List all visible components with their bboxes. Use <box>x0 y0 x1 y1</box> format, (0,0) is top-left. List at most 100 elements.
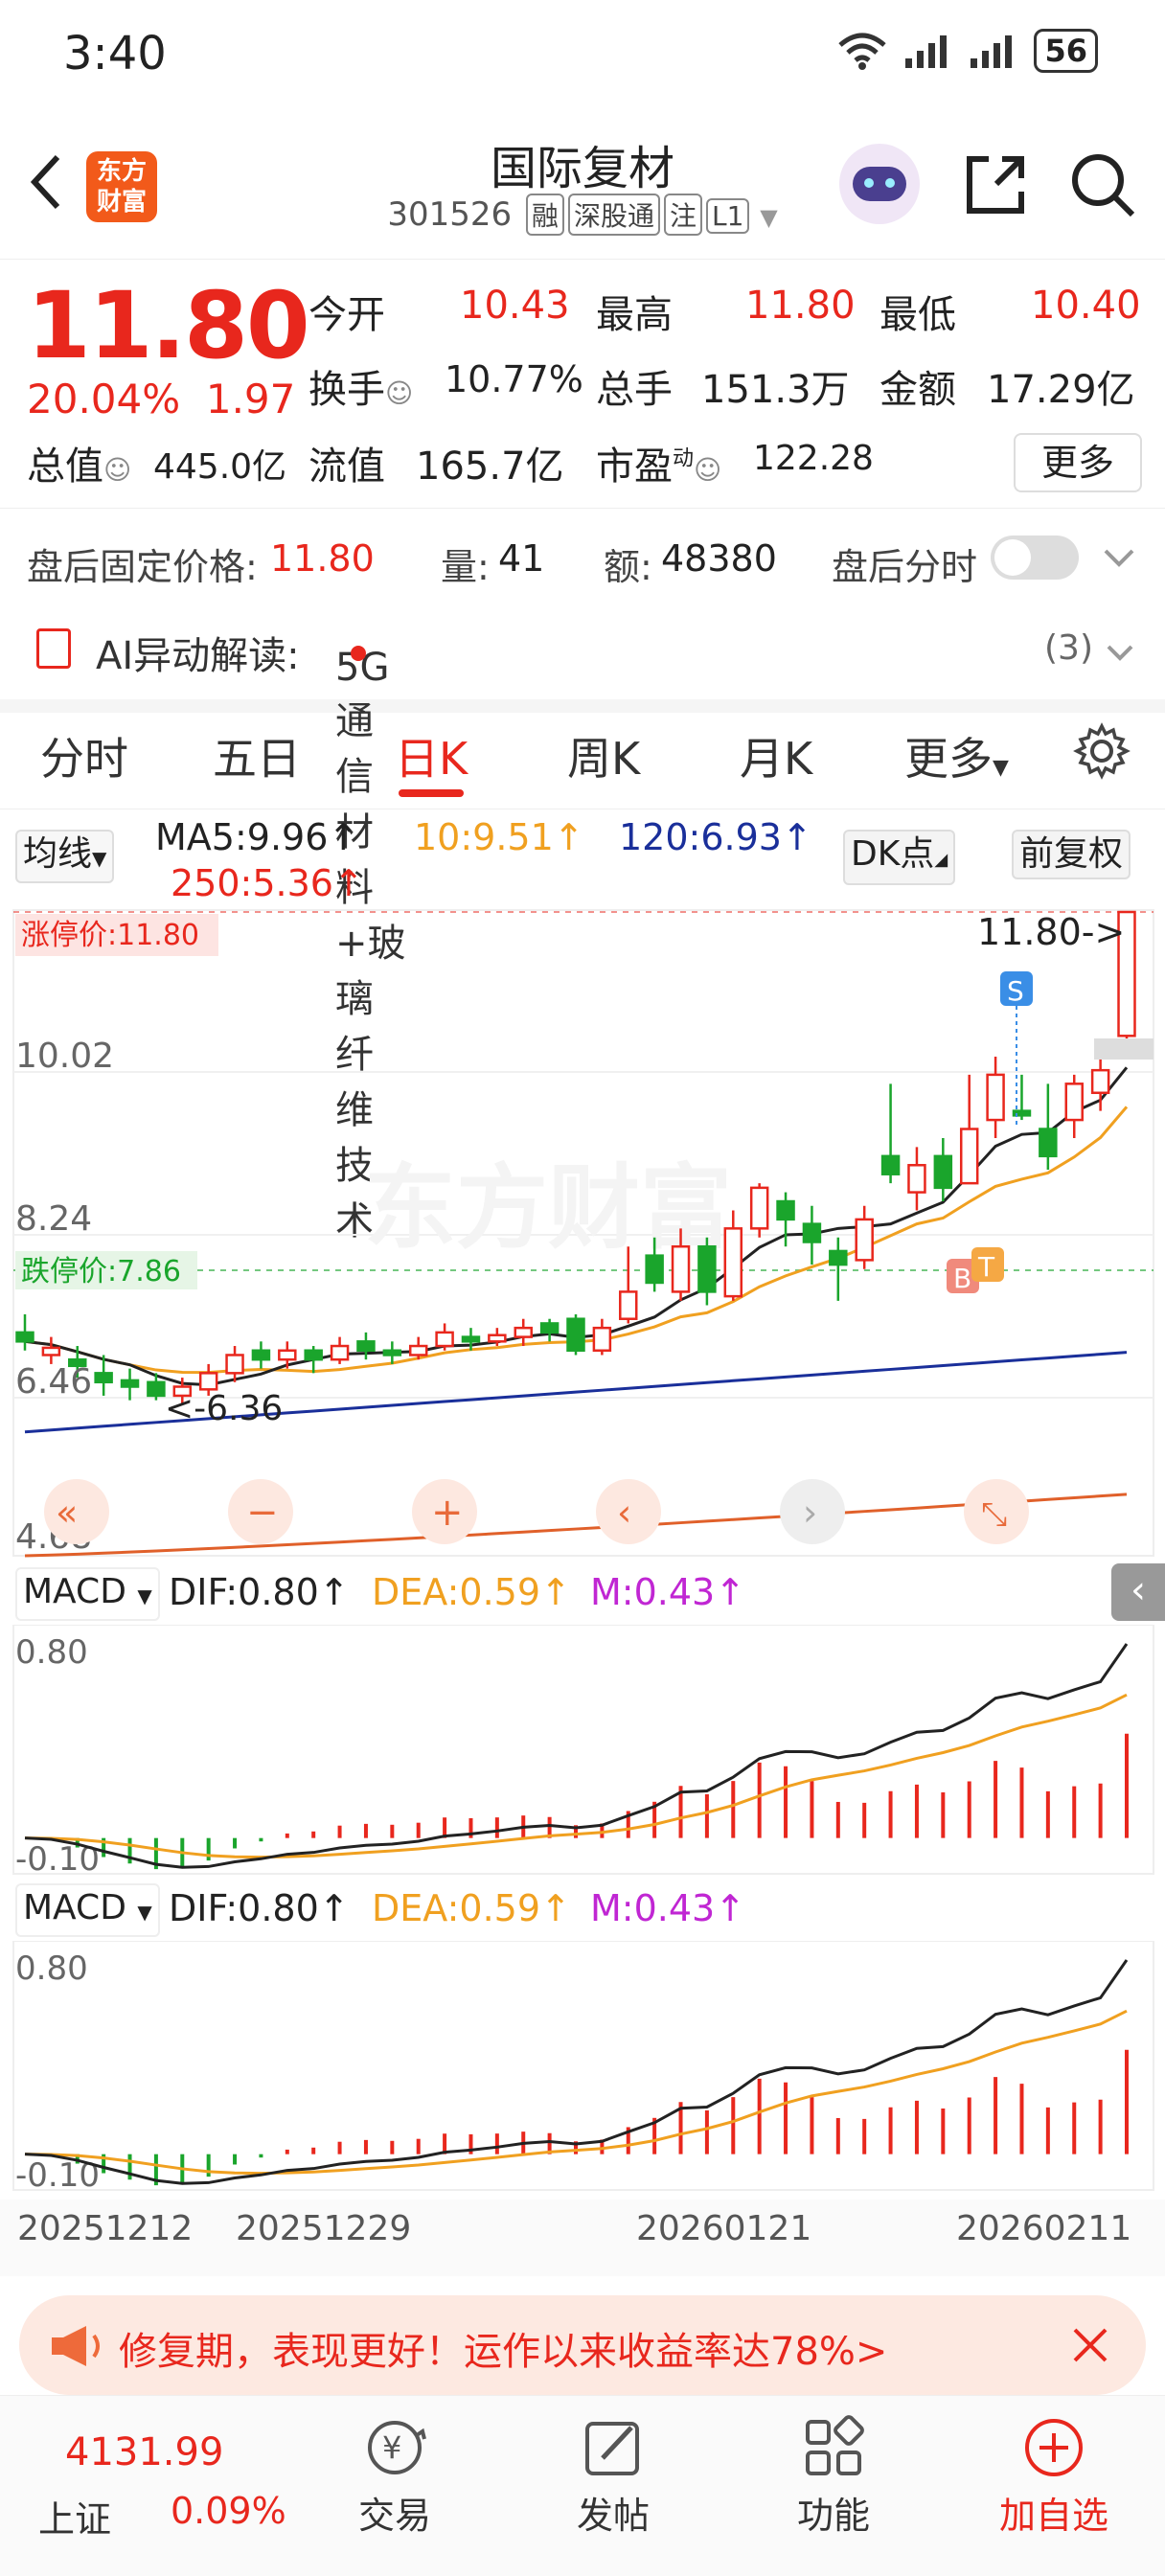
macd-header-2: MACD ▼ DIF:0.80↑ DEA:0.59↑ M:0.43↑ <box>0 1878 1165 1939</box>
dea-value: DEA:0.59↑ <box>372 1571 571 1613</box>
macd-chart-1[interactable]: 0.80 -0.10 <box>0 1625 1165 1876</box>
chevron-down-icon <box>1107 645 1133 661</box>
y-label-1: 10.02 <box>15 1037 114 1076</box>
open-value: 10.43 <box>460 284 570 328</box>
adjust-button[interactable]: 前复权 <box>1012 830 1131 879</box>
nav-trade[interactable]: ¥ 交易 <box>318 2396 471 2539</box>
fullscreen-button <box>964 1479 1029 1544</box>
index-ticker[interactable]: 4131.99 上证 0.09% <box>23 2396 291 2568</box>
dea-line <box>24 1693 1128 1859</box>
macd-y-top: 0.80 <box>15 1633 88 1672</box>
collapse-panel-button[interactable]: ‹ <box>1111 1563 1165 1621</box>
sell-marker-icon: S <box>1007 975 1024 1007</box>
dk-point-button[interactable]: DK点◢ <box>843 830 956 885</box>
candle <box>776 1199 795 1221</box>
candle <box>172 1385 193 1398</box>
tab-daily-k[interactable]: 日K <box>395 733 468 785</box>
info-icon[interactable]: ☺ <box>694 454 722 486</box>
index-change: 0.09% <box>171 2490 286 2532</box>
ma-legend-row: 均线▼ MA5:9.96↑ 10:9.51↑ 120:6.93↑ 250:5.3… <box>0 814 1165 910</box>
after-hours-toggle[interactable] <box>991 536 1079 580</box>
ma-selector[interactable]: 均线▼ <box>15 830 115 883</box>
after-price-label: 盘后固定价格: <box>27 546 258 588</box>
app-logo[interactable]: 东方 财富 <box>86 151 157 222</box>
search-icon[interactable] <box>1067 149 1138 220</box>
tag-registered: 注 <box>663 194 702 236</box>
current-price-tag <box>1094 1038 1154 1060</box>
tag-connect: 深股通 <box>567 194 660 236</box>
info-icon[interactable]: ☺ <box>103 454 132 486</box>
candle <box>829 1249 848 1266</box>
limit-up-label: 涨停价:11.80 <box>21 919 199 952</box>
y-label-2: 8.24 <box>15 1199 92 1239</box>
nav-functions[interactable]: 功能 <box>757 2396 910 2539</box>
more-quote-button[interactable]: 更多 <box>1014 433 1142 492</box>
y-label-3: 6.46 <box>15 1362 92 1402</box>
tab-timeshare[interactable]: 分时 <box>40 733 128 785</box>
after-hours-bar: 盘后固定价格: 11.80 量: 41 额: 48380 盘后分时 <box>0 508 1165 604</box>
nav-post[interactable]: 发帖 <box>537 2396 690 2539</box>
candle <box>120 1379 140 1388</box>
close-icon[interactable] <box>1069 2324 1111 2366</box>
share-icon[interactable] <box>962 151 1029 218</box>
active-tab-indicator <box>399 789 464 797</box>
info-icon[interactable]: ☺ <box>385 377 414 409</box>
ai-assistant-button[interactable] <box>839 144 920 224</box>
candle <box>251 1349 271 1361</box>
ma120-line <box>24 1351 1128 1434</box>
float-label: 流值 <box>308 445 385 489</box>
candle <box>1064 1083 1084 1122</box>
low-value: 10.40 <box>1031 284 1141 328</box>
zoom-out-button <box>228 1479 293 1544</box>
candle <box>723 1227 743 1298</box>
ai-label: AI异动解读: <box>96 634 300 678</box>
tab-monthly-k[interactable]: 月K <box>740 733 813 785</box>
tab-more[interactable]: 更多▼ <box>904 724 1009 787</box>
back-button[interactable] <box>27 151 65 228</box>
wifi-icon <box>838 33 887 70</box>
volume-label: 总手 <box>596 368 673 412</box>
candle <box>408 1344 428 1356</box>
ma10-value: 10:9.51↑ <box>414 816 584 858</box>
ma250-line <box>24 1493 1128 1558</box>
tab-weekly-k[interactable]: 周K <box>567 733 641 785</box>
candlestick-chart[interactable]: 东方财富 涨停价:11.80 跌停价:7.86 11.80-> <-6.36 1… <box>0 904 1165 1560</box>
macd-selector-1[interactable]: MACD ▼ <box>15 1567 160 1621</box>
zoom-in-button <box>412 1479 477 1544</box>
dif-line <box>24 1643 1129 1869</box>
pe-sup: 动 <box>673 446 695 471</box>
amount-value: 17.29亿 <box>987 368 1135 412</box>
candle <box>225 1354 244 1375</box>
watermark: 东方财富 <box>364 1154 732 1262</box>
chevron-down-icon[interactable] <box>1102 547 1136 568</box>
tab-more-label: 更多 <box>904 733 993 785</box>
last-price: 11.80 <box>27 272 310 379</box>
quote-panel: 11.80 20.04% 1.97 今开 10.43 最高 11.80 最低 1… <box>0 261 1165 500</box>
scroll-left-button <box>596 1479 661 1544</box>
change-amount: 1.97 <box>205 376 296 422</box>
m-value: M:0.43↑ <box>590 1571 746 1613</box>
alert-dot-icon <box>351 646 366 661</box>
candle <box>749 1186 769 1230</box>
high-label: 最高 <box>596 293 673 337</box>
tab-five-day[interactable]: 五日 <box>213 733 301 785</box>
candle <box>356 1340 376 1353</box>
t-marker-icon: T <box>977 1251 995 1283</box>
candle <box>645 1254 664 1285</box>
macd-chart-2[interactable]: 0.80 -0.10 <box>0 1941 1165 2192</box>
promo-banner[interactable]: 修复期，表现更好！运作以来收益率达78%> <box>19 2295 1146 2395</box>
status-bar: 3:40 56 <box>0 0 1165 115</box>
candle <box>461 1335 481 1343</box>
after-qty-label: 量: <box>441 546 490 588</box>
battery-indicator: 56 <box>1034 29 1098 73</box>
ai-insight-bar[interactable]: AI异动解读: 5G通信材料+玻璃纤维技术 (3) <box>0 604 1165 1243</box>
candle <box>855 1218 874 1262</box>
chevron-down-icon[interactable]: ▼ <box>760 204 778 231</box>
after-qty-value: 41 <box>498 537 545 580</box>
status-icons: 56 <box>836 29 1098 73</box>
pe-label: 市盈动☺ <box>596 435 721 490</box>
macd-selector-2[interactable]: MACD ▼ <box>15 1883 160 1937</box>
candle <box>41 1346 61 1356</box>
add-watchlist-button[interactable]: 加自选 <box>977 2396 1131 2539</box>
settings-gear-icon[interactable] <box>1073 722 1131 780</box>
